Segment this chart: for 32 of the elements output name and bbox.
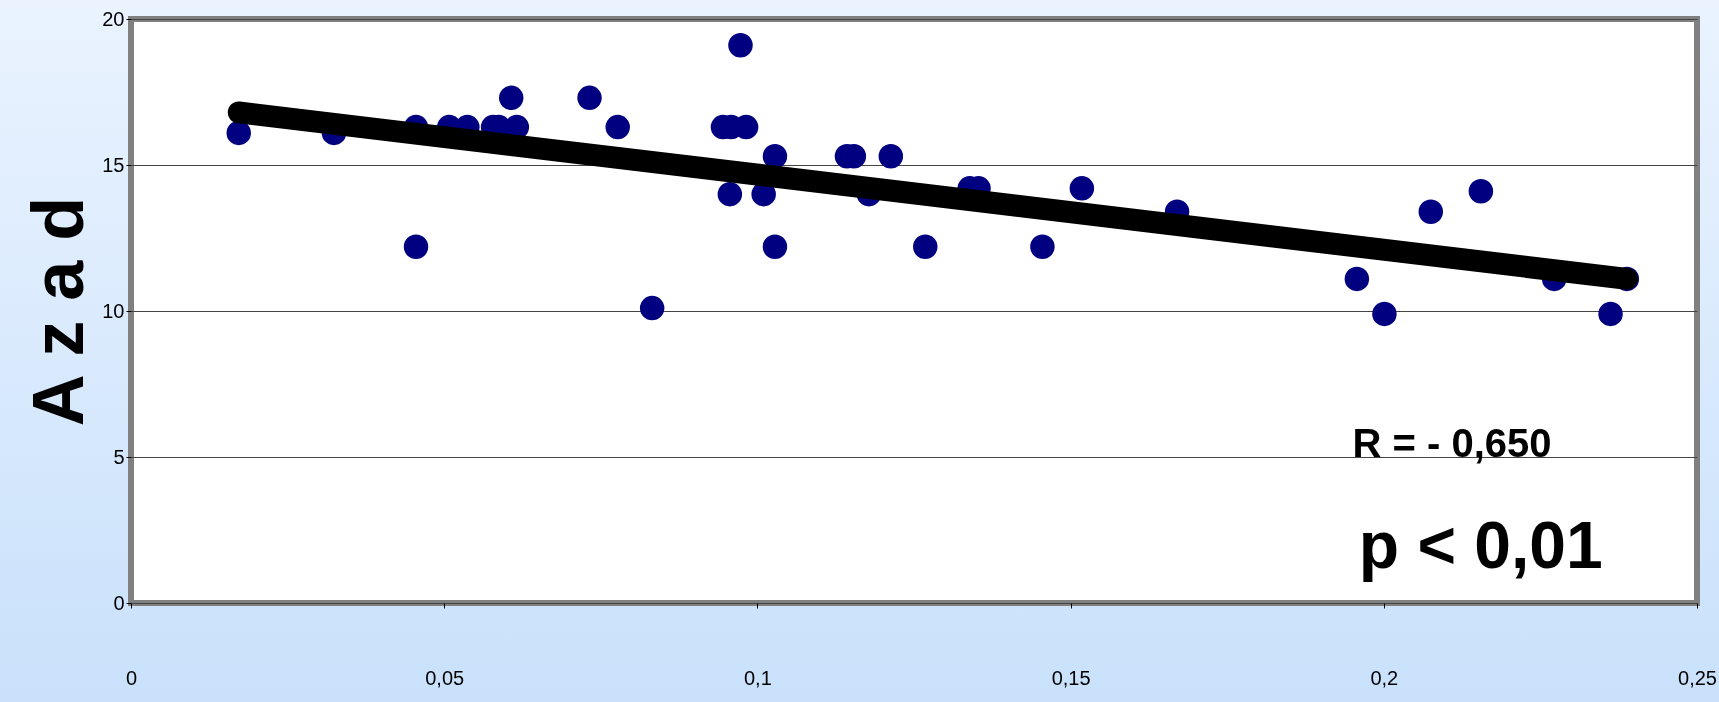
y-tick-label: 0 [113, 591, 125, 614]
point [1069, 176, 1095, 201]
x-tick-label: 0,25 [1678, 666, 1717, 689]
annotation: p < 0,01 [1358, 507, 1603, 582]
point [605, 114, 630, 140]
point [498, 85, 524, 111]
point [1344, 266, 1370, 292]
point [226, 120, 251, 146]
point [1030, 234, 1055, 259]
point [577, 85, 602, 111]
point [762, 144, 788, 169]
x-tick-label: 0,2 [1370, 666, 1399, 689]
point [1372, 301, 1397, 327]
y-axis-title: A z a d [18, 196, 99, 427]
point [913, 234, 938, 259]
point [717, 181, 743, 207]
y-tick-label: 5 [113, 445, 125, 468]
point [1598, 301, 1623, 327]
annotation: R = - 0,650 [1352, 421, 1552, 466]
point [1418, 199, 1444, 224]
y-tick-label: 15 [102, 153, 125, 176]
point [639, 295, 665, 321]
point [762, 234, 788, 259]
point [878, 144, 904, 169]
y-tick-label: 20 [102, 7, 125, 30]
point [728, 33, 753, 58]
y-tick-label: 10 [102, 299, 125, 322]
x-tick-label: 0,05 [425, 666, 465, 689]
point [403, 234, 429, 259]
x-tick-label: 0,15 [1051, 666, 1091, 689]
point [1468, 179, 1494, 204]
x-tick-label: 0,1 [743, 666, 772, 689]
